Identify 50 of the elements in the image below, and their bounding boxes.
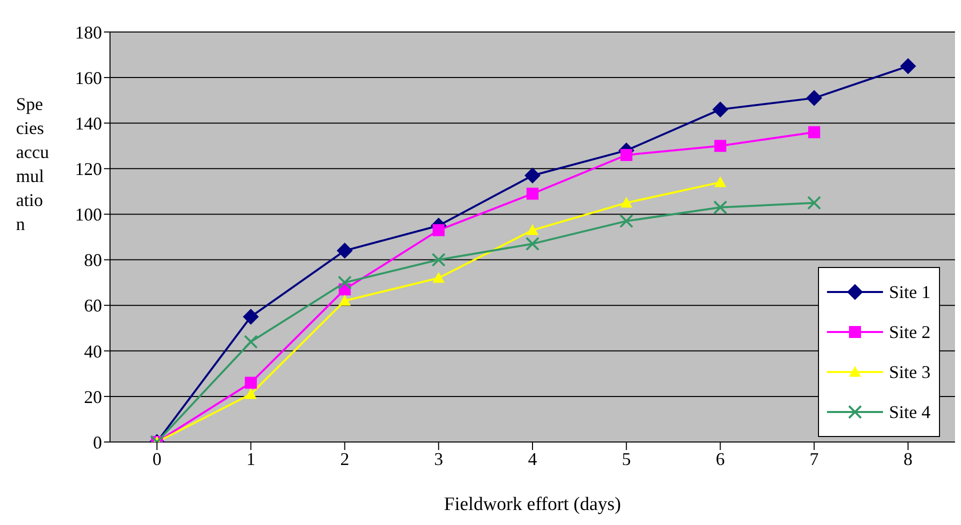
y-tick-label: 60 <box>84 296 102 316</box>
y-tick-label: 100 <box>75 204 102 225</box>
x-tick-label: 4 <box>528 448 537 469</box>
point <box>620 149 632 161</box>
x-tick-label: 6 <box>716 448 725 469</box>
point <box>900 58 916 74</box>
point <box>432 252 446 267</box>
legend-label: Site 3 <box>889 362 931 382</box>
point <box>807 196 822 210</box>
point <box>244 334 258 349</box>
point <box>806 90 822 106</box>
x-tick-label: 3 <box>434 448 444 469</box>
y-tick-label: 120 <box>75 159 102 180</box>
point <box>526 236 540 251</box>
point <box>242 308 259 325</box>
legend-label: Site 1 <box>889 282 931 302</box>
point <box>244 376 257 389</box>
legend-label: Site 2 <box>889 322 931 342</box>
x-axis-title: Fieldwork effort (days) <box>444 494 621 515</box>
x-tick-label: 2 <box>340 448 350 469</box>
y-tick-label: 20 <box>84 386 102 407</box>
point <box>244 388 257 399</box>
y-tick-label: 160 <box>75 68 102 88</box>
x-tick-label: 5 <box>622 448 631 469</box>
point <box>526 224 538 235</box>
y-tick-label: 180 <box>75 22 102 42</box>
point <box>338 294 351 306</box>
point <box>714 176 726 188</box>
legend-label: Site 4 <box>889 402 931 422</box>
point <box>432 272 445 283</box>
y-tick-label: 80 <box>84 250 102 270</box>
point <box>526 188 538 200</box>
point <box>620 196 632 208</box>
point <box>619 214 634 228</box>
point <box>524 168 540 184</box>
point <box>338 276 352 290</box>
point <box>712 101 728 118</box>
point <box>808 126 820 138</box>
y-tick-label: 0 <box>93 432 102 452</box>
point <box>432 224 445 236</box>
x-tick-label: 7 <box>810 448 819 469</box>
point <box>713 200 728 214</box>
x-tick-label: 0 <box>152 448 162 469</box>
point <box>714 140 726 152</box>
y-tick-label: 40 <box>84 341 102 362</box>
y-axis-title: Species accumulation <box>16 93 50 236</box>
x-tick-label: 1 <box>246 448 256 469</box>
y-tick-label: 140 <box>75 114 102 134</box>
point <box>336 242 353 259</box>
x-tick-label: 8 <box>904 448 913 469</box>
